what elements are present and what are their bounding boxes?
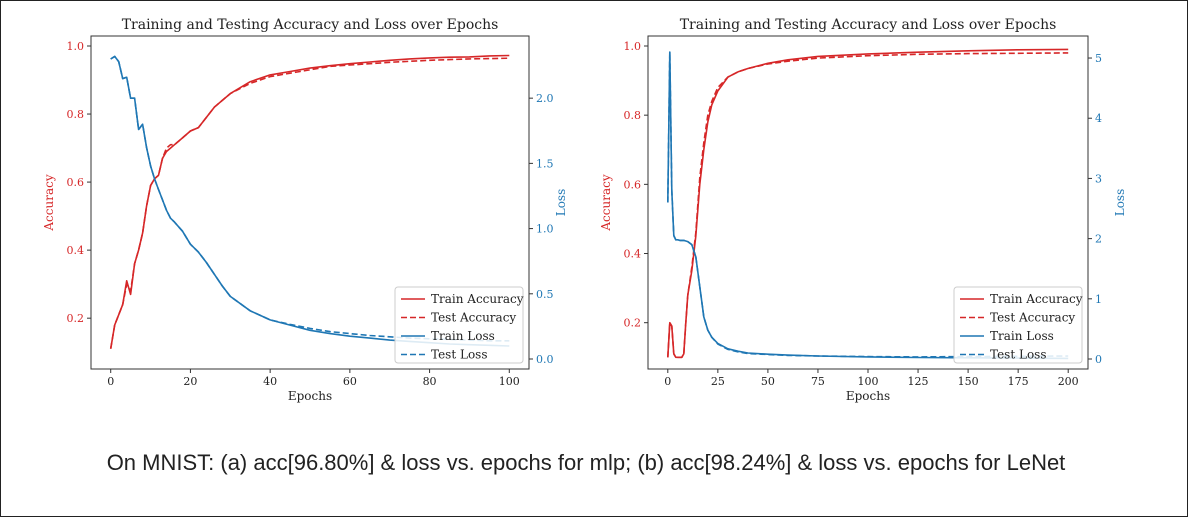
panel-a-series-test-accuracy [109, 57, 510, 349]
panel-a-x-axis-label: Epochs [288, 389, 332, 403]
panel-a-x-tick-label: 40 [263, 375, 277, 388]
panel-b-y-right-tick-label: 0 [1095, 353, 1102, 366]
panel-a-y-left-tick-label: 0.4 [67, 244, 85, 257]
panel-a-x-tick-label: 80 [423, 375, 437, 388]
panel-b-x-axis-label: Epochs [846, 389, 890, 403]
panel-b-y-right-tick-label: 1 [1095, 293, 1102, 306]
panel-a-y-left-tick-label: 1.0 [67, 40, 85, 53]
panel-b-legend-box [953, 286, 1083, 364]
panel-b-legend-label-train-accuracy: Train Accuracy [990, 292, 1083, 306]
panel-a-y-right-tick-label: 2.0 [536, 92, 554, 105]
panel-b-title: Training and Testing Accuracy and Loss o… [680, 17, 1057, 33]
panel-b-x-tick-label: 25 [711, 375, 725, 388]
panel-b-x-tick-label: 200 [1058, 375, 1079, 388]
panel-b-y-left-tick-label: 0.8 [624, 109, 642, 122]
panel-b-y-left-axis-label: Accuracy [599, 174, 613, 231]
panel-a-y-right-axis-label: Loss [554, 189, 568, 217]
panel-a-x-tick-label: 100 [499, 375, 520, 388]
panel-b-x-tick-label: 150 [958, 375, 979, 388]
panel-b-x-tick-label: 175 [1008, 375, 1029, 388]
panel-b-y-left-tick-label: 0.4 [624, 248, 642, 261]
panel-a-y-right-tick-label: 0.0 [536, 353, 554, 366]
panel-a-series-test-loss [110, 55, 510, 342]
panel-b-y-left-tick-label: 0.6 [624, 178, 642, 191]
panel-b-x-tick-label: 50 [761, 375, 775, 388]
panel-a-x-tick-label: 20 [183, 375, 197, 388]
panel-b-y-right-axis-label: Loss [1113, 189, 1127, 217]
panel-b-legend-label-test-loss: Test Loss [990, 348, 1046, 362]
panel-a-legend-label-train-accuracy: Train Accuracy [431, 292, 524, 306]
panel-a-y-right-tick-label: 1.5 [536, 157, 554, 170]
panel-b-y-right-tick-label: 3 [1095, 172, 1102, 185]
panel-a-y-left-axis-label: Accuracy [42, 174, 56, 231]
panel-a-legend-label-test-loss: Test Loss [431, 348, 487, 362]
panel-a-legend-label-train-loss: Train Loss [431, 329, 495, 343]
panel-b-x-tick-label: 0 [664, 375, 671, 388]
panel-a-y-right-tick-label: 1.0 [536, 223, 554, 236]
panel-b-legend-label-train-loss: Train Loss [990, 329, 1054, 343]
panel-a-x-tick-label: 60 [343, 375, 357, 388]
panel-a-axes-frame [90, 35, 530, 370]
panel-a-legend-box [394, 286, 524, 364]
panel-b-legend-label-test-accuracy: Test Accuracy [990, 311, 1075, 325]
panel-b-x-tick-label: 75 [811, 375, 825, 388]
panel-b-y-right-tick-label: 5 [1095, 52, 1102, 65]
panel-a-x-tick-label: 0 [107, 375, 114, 388]
panel-b-y-left-tick-label: 0.2 [624, 317, 642, 330]
panel-a-y-left-tick-label: 0.2 [67, 312, 85, 325]
panel-b-x-tick-label: 125 [908, 375, 929, 388]
panel-b-series-test-accuracy [667, 52, 1069, 359]
figure-caption: On MNIST: (a) acc[96.80%] & loss vs. epo… [106, 450, 1066, 475]
panel-b-y-left-tick-label: 1.0 [624, 40, 642, 53]
panel-b-y-right-tick-label: 2 [1095, 233, 1102, 246]
panel-b-y-right-tick-label: 4 [1095, 112, 1102, 125]
panel-a-y-right-tick-label: 0.5 [536, 288, 554, 301]
panel-a-y-left-tick-label: 0.6 [67, 176, 85, 189]
panel-a-y-left-tick-label: 0.8 [67, 108, 85, 121]
panel-b-x-tick-label: 100 [858, 375, 879, 388]
panel-a-legend-label-test-accuracy: Test Accuracy [431, 311, 516, 325]
panel-a-title: Training and Testing Accuracy and Loss o… [122, 17, 499, 33]
panel-b-series-test-loss [667, 51, 1069, 358]
panel-b-series-train-accuracy [667, 48, 1069, 359]
